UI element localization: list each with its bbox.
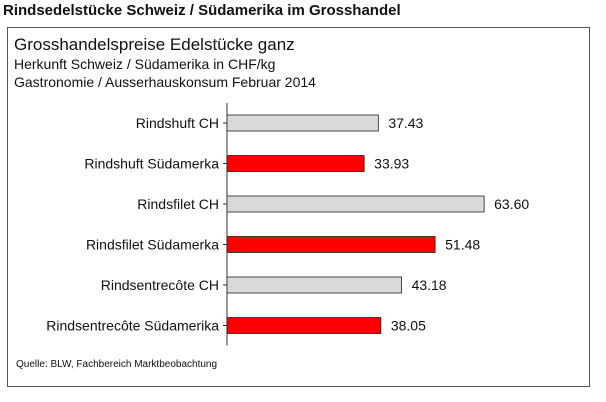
bar <box>226 195 485 213</box>
source-note: Quelle: BLW, Fachbereich Marktbeobachtun… <box>16 359 218 370</box>
category-label: Rindshuft Südamerka <box>84 156 219 172</box>
chart-subtitle-origin: Herkunft Schweiz / Südamerika in CHF/kg <box>14 56 276 72</box>
bar <box>226 114 379 132</box>
value-label: 37.43 <box>388 115 423 131</box>
category-label: Rindshuft CH <box>136 115 219 131</box>
value-label: 33.93 <box>374 156 409 172</box>
value-label: 63.60 <box>494 196 529 212</box>
category-label: Rindsfilet CH <box>137 196 219 212</box>
bar <box>226 155 365 172</box>
bar <box>226 317 382 334</box>
category-label: Rindsfilet Südamerka <box>86 237 219 253</box>
value-label: 51.48 <box>445 237 480 253</box>
chart-title: Grosshandelspreise Edelstücke ganz <box>14 35 295 54</box>
bar <box>226 276 402 294</box>
category-label: Rindsentrecôte Südamerika <box>46 318 219 334</box>
value-label: 38.05 <box>391 318 426 334</box>
value-label: 43.18 <box>412 277 447 293</box>
category-label: Rindsentrecôte CH <box>101 277 219 293</box>
bar <box>226 236 436 253</box>
chart-subtitle-period: Gastronomie / Ausserhauskonsum Februar 2… <box>14 74 316 90</box>
page-title: Rindsedelstücke Schweiz / Südamerika im … <box>3 2 401 19</box>
